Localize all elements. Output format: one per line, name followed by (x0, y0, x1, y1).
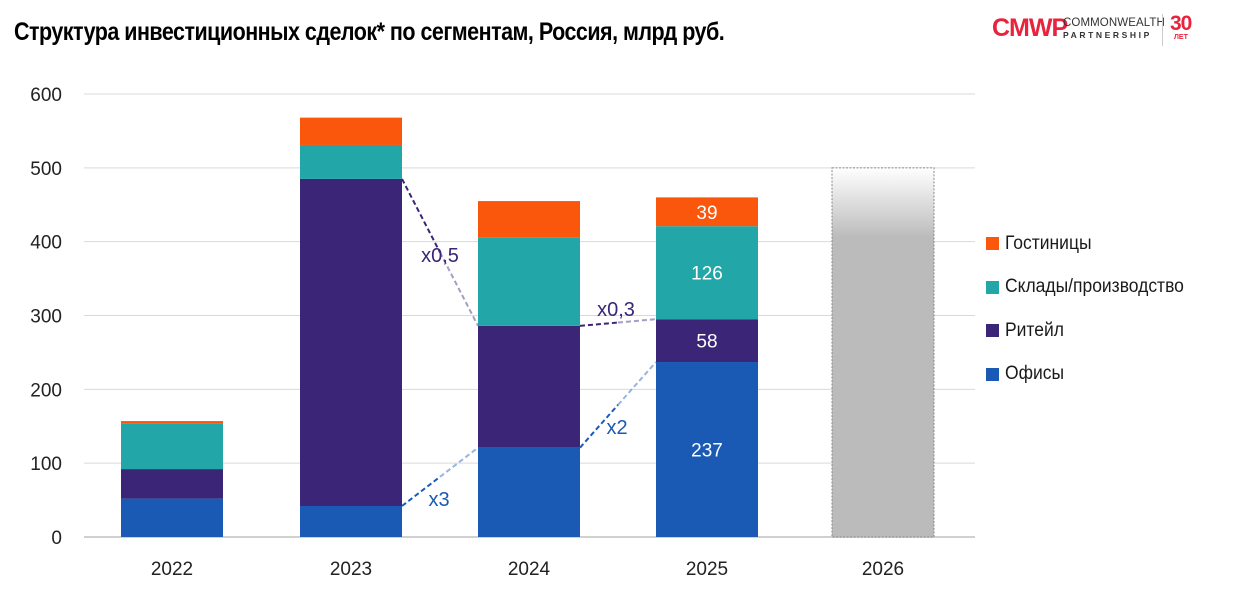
y-axis: 0 100 200 300 400 500 600 (30, 85, 62, 549)
bar-segment-hotels (121, 421, 223, 424)
connector-line (579, 321, 619, 327)
bar-segment-retail (300, 178, 402, 506)
bar-segment-hotels (478, 201, 580, 238)
bar-segment-warehouses (478, 237, 580, 326)
legend-item-warehouses: Склады/производство (986, 266, 1199, 310)
bar-segment-hotels (300, 117, 402, 145)
connector-line (439, 251, 479, 327)
bar-segment-retail (478, 325, 580, 448)
forecast-bar (831, 167, 935, 538)
bar-segment-offices (478, 447, 580, 537)
bar-segment-retail (121, 469, 223, 499)
company-logo: CMWP COMMONWEALTH PARTNERSHIP 30 ЛЕТ (990, 12, 1205, 46)
legend-label: Гостиницы (1005, 232, 1092, 254)
growth-annotation: x0,5 (421, 245, 459, 267)
bar-segment-offices (300, 505, 402, 537)
connector-line (617, 318, 657, 324)
bar-segment-offices (121, 498, 223, 537)
bar-segment-offices (656, 362, 758, 537)
annotations: x0,5 x0,3 x3 x2 (401, 178, 657, 511)
y-tick-label: 0 (51, 528, 62, 549)
growth-annotation: x2 (606, 417, 627, 439)
growth-annotation: x0,3 (597, 299, 635, 321)
legend-swatch-icon (986, 324, 999, 338)
legend-item-retail: Ритейл (986, 309, 1199, 353)
connector-line (579, 404, 619, 449)
legend-swatch-icon (986, 367, 999, 381)
legend-swatch-icon (986, 237, 999, 251)
logo-line2: PARTNERSHIP (1063, 30, 1152, 40)
bar-segment-warehouses (656, 226, 758, 320)
y-tick-label: 600 (30, 85, 62, 106)
bar-segment-warehouses (121, 423, 223, 470)
x-axis: 2022 2023 2024 2025 2026 (151, 559, 904, 580)
logo-anniversary: 30 (1170, 12, 1192, 35)
y-tick-label: 500 (30, 159, 62, 180)
x-tick-label: 2026 (862, 559, 904, 580)
data-label: 126 (691, 264, 723, 285)
y-tick-label: 100 (30, 454, 62, 475)
chart-legend: Гостиницы Склады/производство Ритейл Офисы (986, 222, 1199, 396)
logo-line1: COMMONWEALTH (1063, 17, 1165, 29)
connector-line (617, 361, 657, 406)
x-tick-label: 2024 (508, 559, 551, 580)
legend-label: Ритейл (1005, 319, 1064, 341)
bar-segment-hotels (656, 197, 758, 227)
connector-line (401, 178, 441, 253)
y-tick-label: 300 (30, 307, 62, 328)
bar-segment-warehouses (300, 144, 402, 179)
y-tick-label: 400 (30, 233, 62, 254)
data-label: 58 (696, 332, 717, 353)
x-tick-label: 2025 (686, 559, 728, 580)
growth-annotation: x3 (428, 489, 449, 511)
x-tick-label: 2022 (151, 559, 193, 580)
legend-label: Склады/производство (1005, 276, 1184, 298)
chart-title: Структура инвестиционных сделок* по сегм… (14, 18, 725, 46)
legend-item-hotels: Гостиницы (986, 222, 1199, 266)
y-tick-label: 200 (30, 380, 62, 401)
data-label: 39 (696, 203, 717, 224)
legend-item-offices: Офисы (986, 353, 1199, 397)
legend-label: Офисы (1005, 363, 1065, 385)
bar-segment-retail (656, 319, 758, 363)
connector-line (439, 446, 479, 478)
logo-divider (1162, 14, 1163, 46)
data-label: 237 (691, 441, 723, 462)
logo-mark: CMWP (992, 14, 1068, 42)
legend-swatch-icon (986, 280, 999, 294)
x-tick-label: 2023 (330, 559, 372, 580)
bars: 237 58 126 39 (121, 117, 935, 538)
logo-anniversary-sub: ЛЕТ (1174, 34, 1188, 41)
